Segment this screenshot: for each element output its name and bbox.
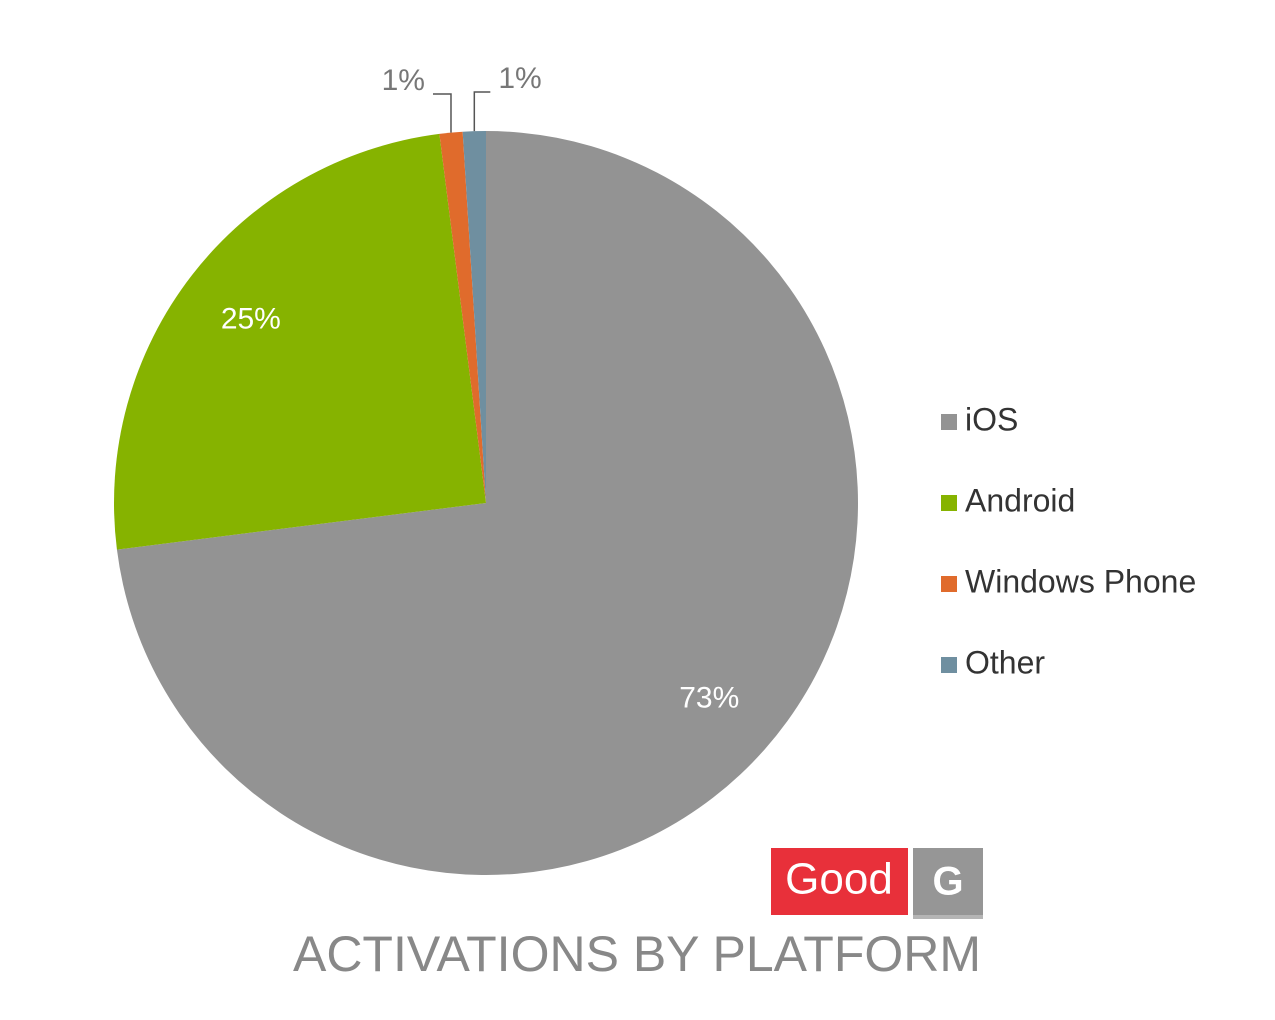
leader-line	[432, 93, 452, 133]
data-label: 73%	[679, 682, 739, 715]
leader-line	[473, 91, 491, 132]
legend-label: Windows Phone	[965, 563, 1196, 599]
legend-swatch	[941, 657, 957, 673]
data-label: 25%	[221, 303, 281, 336]
legend-swatch	[941, 576, 957, 592]
pie-slice	[114, 133, 487, 550]
data-label: 1%	[498, 62, 541, 95]
legend-swatch	[941, 495, 957, 511]
logo-word: Good	[785, 855, 893, 904]
legend-label: Android	[965, 482, 1075, 518]
logo-icon: G	[932, 860, 963, 904]
legend-swatch	[941, 414, 957, 430]
data-label: 1%	[382, 64, 425, 97]
logo-underline	[913, 915, 983, 919]
legend-label: Other	[965, 644, 1045, 680]
logo-word-bg	[771, 848, 908, 915]
pie-slice	[116, 131, 858, 875]
chart-title: ACTIVATIONS BY PLATFORM	[293, 926, 981, 982]
legend-label: iOS	[965, 401, 1018, 437]
logo-icon-bg	[913, 848, 983, 915]
pie-slice	[462, 131, 486, 503]
pie-slice	[439, 131, 486, 503]
